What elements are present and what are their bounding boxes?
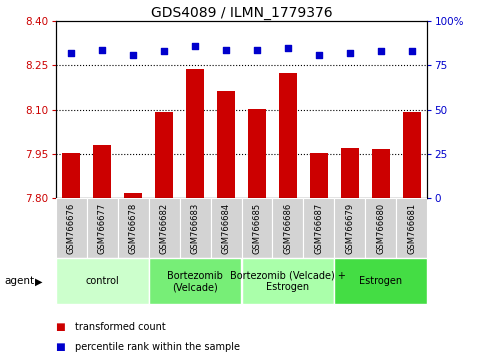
Text: Bortezomib (Velcade) +
Estrogen: Bortezomib (Velcade) + Estrogen: [230, 270, 346, 292]
Bar: [242, 198, 272, 258]
Bar: [334, 258, 427, 304]
Point: [408, 48, 416, 54]
Bar: [310, 153, 328, 198]
Point: [284, 45, 292, 51]
Text: GSM766685: GSM766685: [253, 203, 261, 254]
Bar: [86, 198, 117, 258]
Bar: [341, 148, 359, 198]
Point: [377, 48, 385, 54]
Bar: [303, 198, 334, 258]
Bar: [124, 193, 142, 198]
Bar: [149, 258, 242, 304]
Point: [98, 47, 106, 52]
Bar: [93, 144, 112, 198]
Text: GSM766684: GSM766684: [222, 203, 230, 254]
Bar: [372, 149, 390, 198]
Point: [346, 50, 354, 56]
Bar: [149, 198, 180, 258]
Bar: [56, 258, 149, 304]
Point: [67, 50, 75, 56]
Text: ■: ■: [56, 342, 65, 352]
Text: percentile rank within the sample: percentile rank within the sample: [75, 342, 240, 352]
Bar: [403, 112, 421, 198]
Text: GSM766682: GSM766682: [159, 203, 169, 254]
Text: Estrogen: Estrogen: [359, 276, 402, 286]
Text: GSM766676: GSM766676: [67, 203, 75, 254]
Text: GSM766680: GSM766680: [376, 203, 385, 254]
Text: control: control: [85, 276, 119, 286]
Text: ▶: ▶: [35, 276, 43, 286]
Text: GSM766681: GSM766681: [408, 203, 416, 254]
Bar: [211, 198, 242, 258]
Bar: [56, 198, 86, 258]
Point: [222, 47, 230, 52]
Bar: [242, 258, 334, 304]
Text: GSM766683: GSM766683: [190, 203, 199, 254]
Bar: [279, 73, 297, 198]
Bar: [217, 91, 235, 198]
Point: [253, 47, 261, 52]
Title: GDS4089 / ILMN_1779376: GDS4089 / ILMN_1779376: [151, 6, 332, 20]
Point: [315, 52, 323, 58]
Point: [160, 48, 168, 54]
Text: GSM766677: GSM766677: [98, 203, 107, 254]
Bar: [272, 198, 303, 258]
Bar: [186, 69, 204, 198]
Point: [191, 43, 199, 49]
Bar: [248, 109, 266, 198]
Text: GSM766678: GSM766678: [128, 203, 138, 254]
Bar: [397, 198, 427, 258]
Bar: [366, 198, 397, 258]
Text: agent: agent: [5, 276, 35, 286]
Text: transformed count: transformed count: [75, 322, 166, 332]
Bar: [117, 198, 149, 258]
Bar: [334, 198, 366, 258]
Text: GSM766679: GSM766679: [345, 203, 355, 254]
Bar: [62, 153, 80, 198]
Text: Bortezomib
(Velcade): Bortezomib (Velcade): [167, 270, 223, 292]
Text: GSM766686: GSM766686: [284, 203, 293, 254]
Bar: [180, 198, 211, 258]
Text: ■: ■: [56, 322, 65, 332]
Text: GSM766687: GSM766687: [314, 203, 324, 254]
Point: [129, 52, 137, 58]
Bar: [155, 112, 173, 198]
